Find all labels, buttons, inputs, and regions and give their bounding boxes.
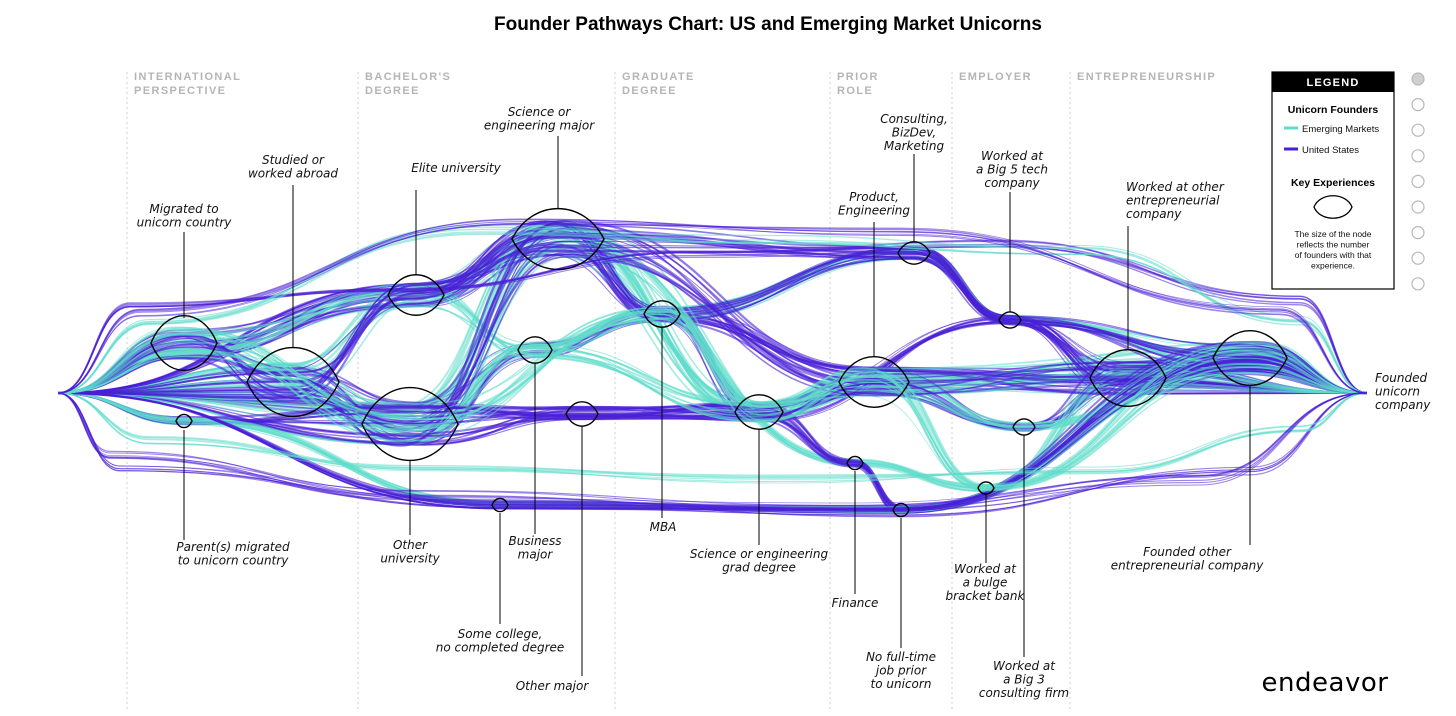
node-migrated: [150, 315, 218, 371]
node-consulting-role: [897, 241, 931, 265]
node-labels: Migrated to unicorn country Parent(s) migr…: [137, 105, 1265, 700]
legend-series-emerging: Emerging Markets: [1302, 124, 1379, 135]
node-mba: [643, 300, 681, 328]
emerging-market-flow: [57, 392, 1368, 479]
nav-dot[interactable]: [1411, 200, 1425, 214]
experience-nodes: [150, 207, 1288, 518]
us-flow: [57, 343, 1368, 514]
us-flow: [57, 392, 1368, 506]
stage-labels: INTERNATIONAL PERSPECTIVE BACHELOR'S DEGREE…: [134, 71, 1216, 97]
node-other-entre: [1089, 348, 1167, 408]
emerging-market-flow: [57, 392, 1368, 477]
emerging-market-flow: [57, 311, 1368, 488]
legend-key-title: Key Experiences: [1291, 177, 1375, 189]
emerging-market-flow: [57, 306, 1368, 491]
node-abroad: [246, 347, 340, 417]
node-sci-major: [511, 207, 605, 271]
node-some-college: [491, 497, 509, 513]
node-business: [517, 336, 553, 364]
legend-series-us: United States: [1302, 145, 1359, 156]
label-business: Business major: [509, 534, 562, 562]
label-other-entre: Worked at other entrepreneurial company: [1126, 180, 1225, 221]
legend: LEGEND Unicorn Founders Emerging Markets…: [1271, 71, 1395, 290]
label-consulting-role: Consulting, BizDev, Marketing: [880, 112, 948, 153]
label-big5: Worked at a Big 5 tech company: [976, 149, 1048, 190]
node-elite: [387, 274, 445, 316]
stage-label: PRIOR ROLE: [837, 71, 879, 97]
emerging-market-flow: [57, 306, 1368, 489]
label-product: Product, Engineering: [838, 190, 910, 218]
label-some-college: Some college, no completed degree: [436, 627, 565, 655]
us-flow: [57, 222, 1368, 394]
stage-label: EMPLOYER: [959, 71, 1032, 83]
legend-note-text: The size of the node reflects the number o…: [1294, 229, 1371, 271]
stage-label: INTERNATIONAL PERSPECTIVE: [134, 71, 241, 97]
nav-dot[interactable]: [1411, 174, 1425, 188]
legend-note: The size of the node reflects the number o…: [1294, 229, 1371, 271]
label-parents: Parent(s) migrated to unicorn country: [176, 540, 290, 568]
label-migrated: Migrated to unicorn country: [137, 202, 233, 230]
us-flow: [57, 392, 1368, 511]
node-parents: [175, 413, 193, 429]
node-big3: [1012, 418, 1036, 436]
nav-dot[interactable]: [1411, 277, 1425, 291]
label-abroad: Studied or worked abroad: [248, 153, 338, 181]
nav-dot[interactable]: [1411, 123, 1425, 137]
node-sci-grad: [734, 394, 784, 430]
label-leader-lines: [183, 136, 1251, 676]
us-flow: [57, 237, 1368, 399]
nav-dot[interactable]: [1411, 72, 1425, 86]
node-big5: [998, 311, 1022, 329]
node-finance: [846, 455, 864, 471]
label-finance: Finance: [832, 596, 879, 610]
nav-dot[interactable]: [1411, 251, 1425, 265]
label-mba: MBA: [650, 520, 677, 534]
nav-dot[interactable]: [1411, 149, 1425, 163]
flow-ribbons: [57, 218, 1368, 518]
label-elite: Elite university: [411, 161, 501, 175]
nav-dot[interactable]: [1411, 226, 1425, 240]
us-flow: [57, 392, 1368, 510]
endpoint-label: Founded unicorn company: [1375, 371, 1431, 412]
chart-title: Founder Pathways Chart: US and Emerging …: [494, 14, 1042, 35]
emerging-market-flow: [57, 309, 1368, 491]
page-navigation-dots[interactable]: [1411, 72, 1425, 291]
us-flow: [57, 392, 1368, 512]
label-bulge: Worked at a bulge bracket bank: [946, 562, 1026, 603]
stage-label: GRADUATE DEGREE: [622, 71, 695, 97]
stage-label: BACHELOR'S DEGREE: [365, 71, 451, 97]
emerging-market-flow: [57, 392, 1368, 478]
label-sci-grad: Science or engineering grad degree: [690, 547, 829, 575]
label-founded-other: Founded other entrepreneurial company: [1111, 545, 1265, 573]
label-no-fulltime: No full-time job prior to unicorn: [866, 650, 936, 691]
us-flow: [57, 245, 1368, 394]
us-flow: [57, 347, 1368, 513]
emerging-market-flow: [57, 310, 1368, 492]
legend-title: LEGEND: [1306, 77, 1359, 89]
legend-header: [1272, 72, 1394, 92]
node-other-uni: [361, 387, 459, 461]
label-sci-major: Science or engineering major: [484, 105, 595, 133]
node-other-major: [565, 401, 599, 427]
stage-label: ENTREPRENEURSHIP: [1077, 71, 1216, 83]
endeavor-logo: endeavor: [1262, 668, 1389, 698]
emerging-market-flow: [57, 228, 1368, 394]
node-founded-other: [1212, 330, 1288, 386]
node-bulge: [977, 481, 995, 495]
nav-dot[interactable]: [1411, 97, 1425, 112]
node-product: [838, 356, 910, 408]
legend-node-sample: [1313, 195, 1353, 219]
us-flow: [57, 218, 1368, 394]
label-other-uni: Other university: [380, 538, 440, 566]
label-big3: Worked at a Big 3 consulting firm: [979, 659, 1069, 700]
endpoint-founded-unicorn: Founded unicorn company: [1375, 371, 1431, 412]
legend-box: [1271, 71, 1395, 290]
us-flow: [57, 223, 1368, 394]
legend-group-title: Unicorn Founders: [1288, 104, 1379, 116]
node-no-fulltime: [892, 502, 910, 518]
label-other-major: Other major: [516, 679, 590, 693]
